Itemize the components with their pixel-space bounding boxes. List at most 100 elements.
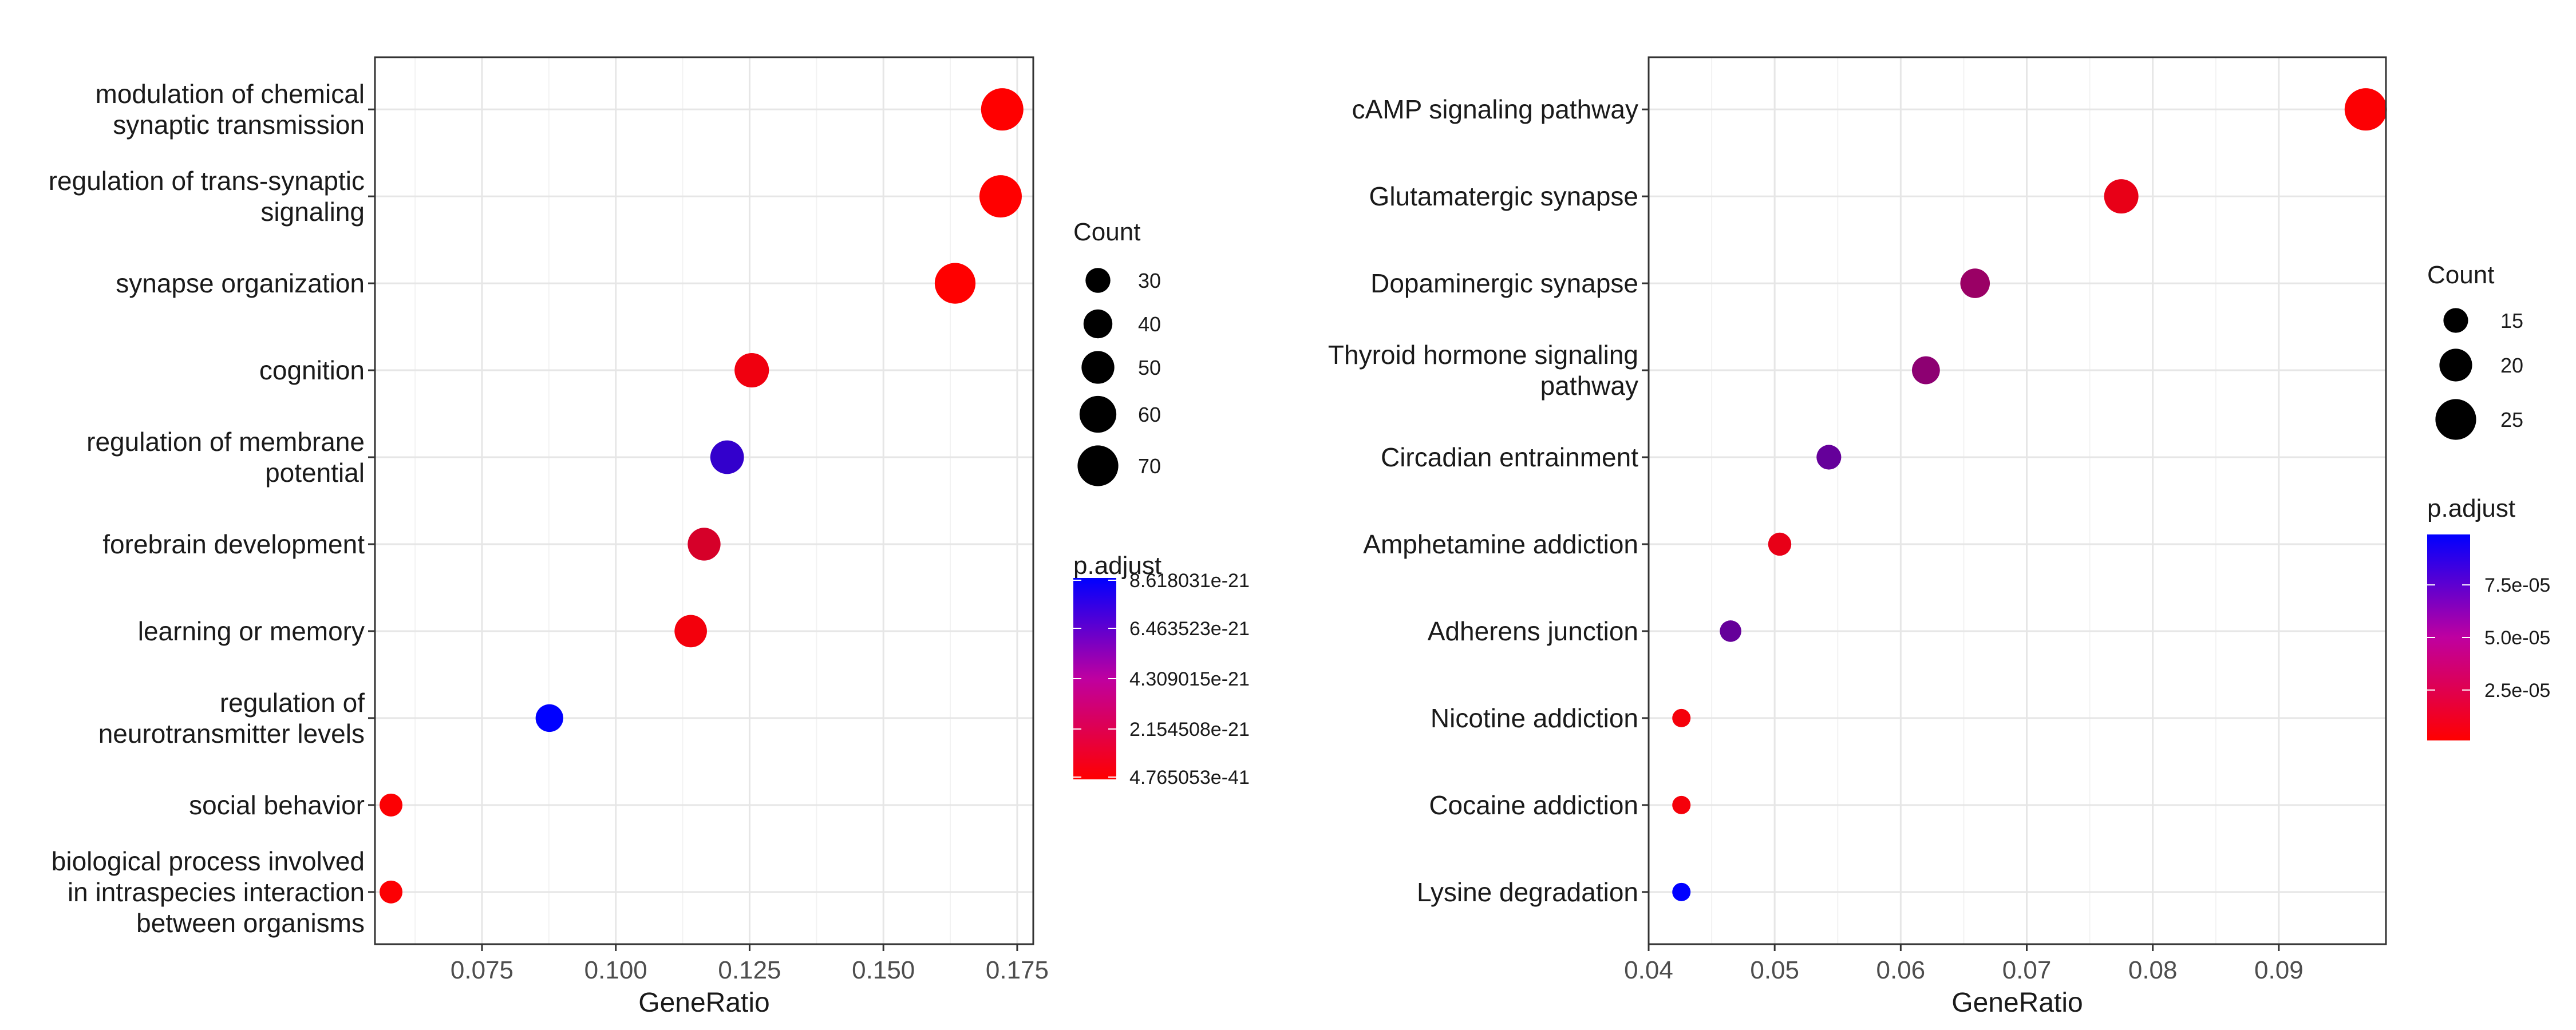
color-legend-label: 6.463523e-21	[1129, 618, 1250, 640]
y-tick-label: cAMP signaling pathway	[1352, 94, 1638, 124]
data-point	[979, 175, 1022, 218]
y-tick-label-line: pathway	[1540, 371, 1638, 401]
x-tick-label: 0.07	[2002, 956, 2052, 984]
y-tick-label-line: social behavior	[189, 790, 365, 820]
size-legend-key	[2443, 308, 2468, 333]
plot-background	[1649, 57, 2386, 944]
size-legend-key	[1077, 445, 1119, 486]
y-tick-label-line: Circadian entrainment	[1381, 442, 1638, 472]
y-tick-label-line: Lysine degradation	[1417, 877, 1638, 907]
data-point	[1960, 268, 1990, 298]
data-point	[734, 352, 769, 388]
data-point	[1720, 620, 1741, 642]
size-legend-key	[1079, 395, 1117, 433]
color-legend-label: 5.0e-05	[2484, 627, 2550, 649]
size-legend-label: 25	[2500, 408, 2523, 431]
chart-panel-2: cAMP signaling pathway Glutamatergic syna…	[1328, 56, 2550, 1018]
size-legend-title: Count	[1073, 218, 1140, 246]
color-legend-title: p.adjust	[1073, 552, 1161, 580]
x-tick-label: 0.05	[1750, 956, 1799, 984]
size-legend-key	[1083, 309, 1113, 339]
x-axis-title: GeneRatio	[1951, 988, 2083, 1018]
chart-panel-1: modulation of chemical synaptic transmiss…	[49, 56, 1250, 1018]
data-point	[1911, 356, 1940, 385]
size-legend-label: 60	[1138, 403, 1161, 426]
size-legend-key	[2435, 399, 2476, 440]
data-point	[1672, 795, 1691, 814]
data-point	[710, 440, 744, 474]
y-tick-label-line: Cocaine addiction	[1429, 790, 1638, 820]
y-tick-label-line: in intraspecies interaction	[68, 877, 365, 907]
color-legend-label: 4.309015e-21	[1129, 668, 1250, 690]
y-tick-label: Dopaminergic synapse	[1370, 268, 1638, 298]
x-tick-label: 0.075	[451, 956, 513, 984]
y-tick-label-line: modulation of chemical	[96, 79, 365, 109]
y-tick-label: Cocaine addiction	[1429, 790, 1638, 820]
color-legend-label: 4.765053e-41	[1129, 767, 1250, 789]
color-legend-label: 2.5e-05	[2484, 680, 2550, 702]
y-tick-label-line: cAMP signaling pathway	[1352, 94, 1638, 124]
x-tick-label: 0.06	[1876, 956, 1926, 984]
data-point	[1672, 882, 1691, 901]
data-point	[1816, 445, 1842, 470]
y-tick-label-line: Amphetamine addiction	[1363, 529, 1638, 559]
y-tick-label-line: forebrain development	[102, 529, 365, 559]
x-tick-label: 0.04	[1624, 956, 1673, 984]
data-point	[981, 88, 1024, 131]
y-tick-label: Glutamatergic synapse	[1369, 181, 1638, 211]
data-point	[380, 793, 403, 817]
data-point	[535, 704, 563, 732]
y-tick-label: Amphetamine addiction	[1363, 529, 1638, 559]
y-tick-label: regulation of neurotransmitter levels	[98, 688, 365, 748]
y-tick-label-line: Glutamatergic synapse	[1369, 181, 1638, 211]
y-tick-label-line: neurotransmitter levels	[98, 719, 365, 748]
data-point	[380, 880, 403, 904]
y-tick-label-line: Nicotine addiction	[1431, 703, 1638, 733]
y-tick-label: synapse organization	[116, 268, 365, 298]
y-tick-label-line: Dopaminergic synapse	[1370, 268, 1638, 298]
plot-border	[1647, 56, 2387, 945]
y-tick-label: biological process involved in intraspeci…	[52, 846, 365, 938]
y-tick-label-line: learning or memory	[138, 616, 365, 646]
x-tick-label: 0.125	[718, 956, 781, 984]
y-tick-label: Thyroid hormone signaling pathway	[1328, 340, 1638, 401]
size-legend-title: Count	[2427, 261, 2494, 289]
y-tick-label-line: synaptic transmission	[113, 110, 365, 140]
x-tick-label: 0.175	[986, 956, 1049, 984]
y-tick-label-line: regulation of trans-synaptic	[49, 166, 365, 196]
y-tick-label: Nicotine addiction	[1431, 703, 1638, 733]
size-legend-key	[1081, 351, 1115, 384]
size-legend-key	[2439, 348, 2472, 382]
y-tick-label: cognition	[259, 355, 365, 385]
data-point	[1672, 708, 1691, 727]
plot-border	[374, 56, 1034, 945]
data-point	[688, 528, 721, 561]
data-point	[2344, 88, 2387, 131]
y-tick-label-line: between organisms	[136, 908, 365, 938]
data-point	[1768, 532, 1792, 556]
y-tick-label: Lysine degradation	[1417, 877, 1638, 907]
data-point	[674, 615, 707, 648]
y-tick-label: regulation of membrane potential	[86, 427, 365, 488]
y-tick-label-line: Adherens junction	[1428, 616, 1638, 646]
chart-panels: modulation of chemical synaptic transmiss…	[49, 56, 2550, 1018]
color-legend-label: 2.154508e-21	[1129, 719, 1250, 740]
size-legend-label: 15	[2500, 309, 2523, 332]
size-legend-label: 50	[1138, 356, 1161, 379]
y-tick-label-line: signaling	[260, 197, 365, 227]
data-point	[2104, 179, 2139, 214]
y-tick-label-line: synapse organization	[116, 268, 365, 298]
x-tick-label: 0.09	[2254, 956, 2304, 984]
y-tick-label-line: regulation of membrane	[86, 427, 365, 457]
y-tick-label: Adherens junction	[1428, 616, 1638, 646]
x-axis-title: GeneRatio	[638, 988, 769, 1018]
y-tick-label: Circadian entrainment	[1381, 442, 1638, 472]
y-tick-label: modulation of chemical synaptic transmiss…	[96, 79, 365, 140]
data-point	[934, 263, 976, 304]
y-tick-label: regulation of trans-synaptic signaling	[49, 166, 365, 227]
color-legend-label: 8.618031e-21	[1129, 570, 1250, 592]
size-legend-label: 30	[1138, 269, 1161, 292]
size-legend-key	[1085, 268, 1111, 293]
y-tick-label-line: biological process involved	[52, 846, 365, 876]
